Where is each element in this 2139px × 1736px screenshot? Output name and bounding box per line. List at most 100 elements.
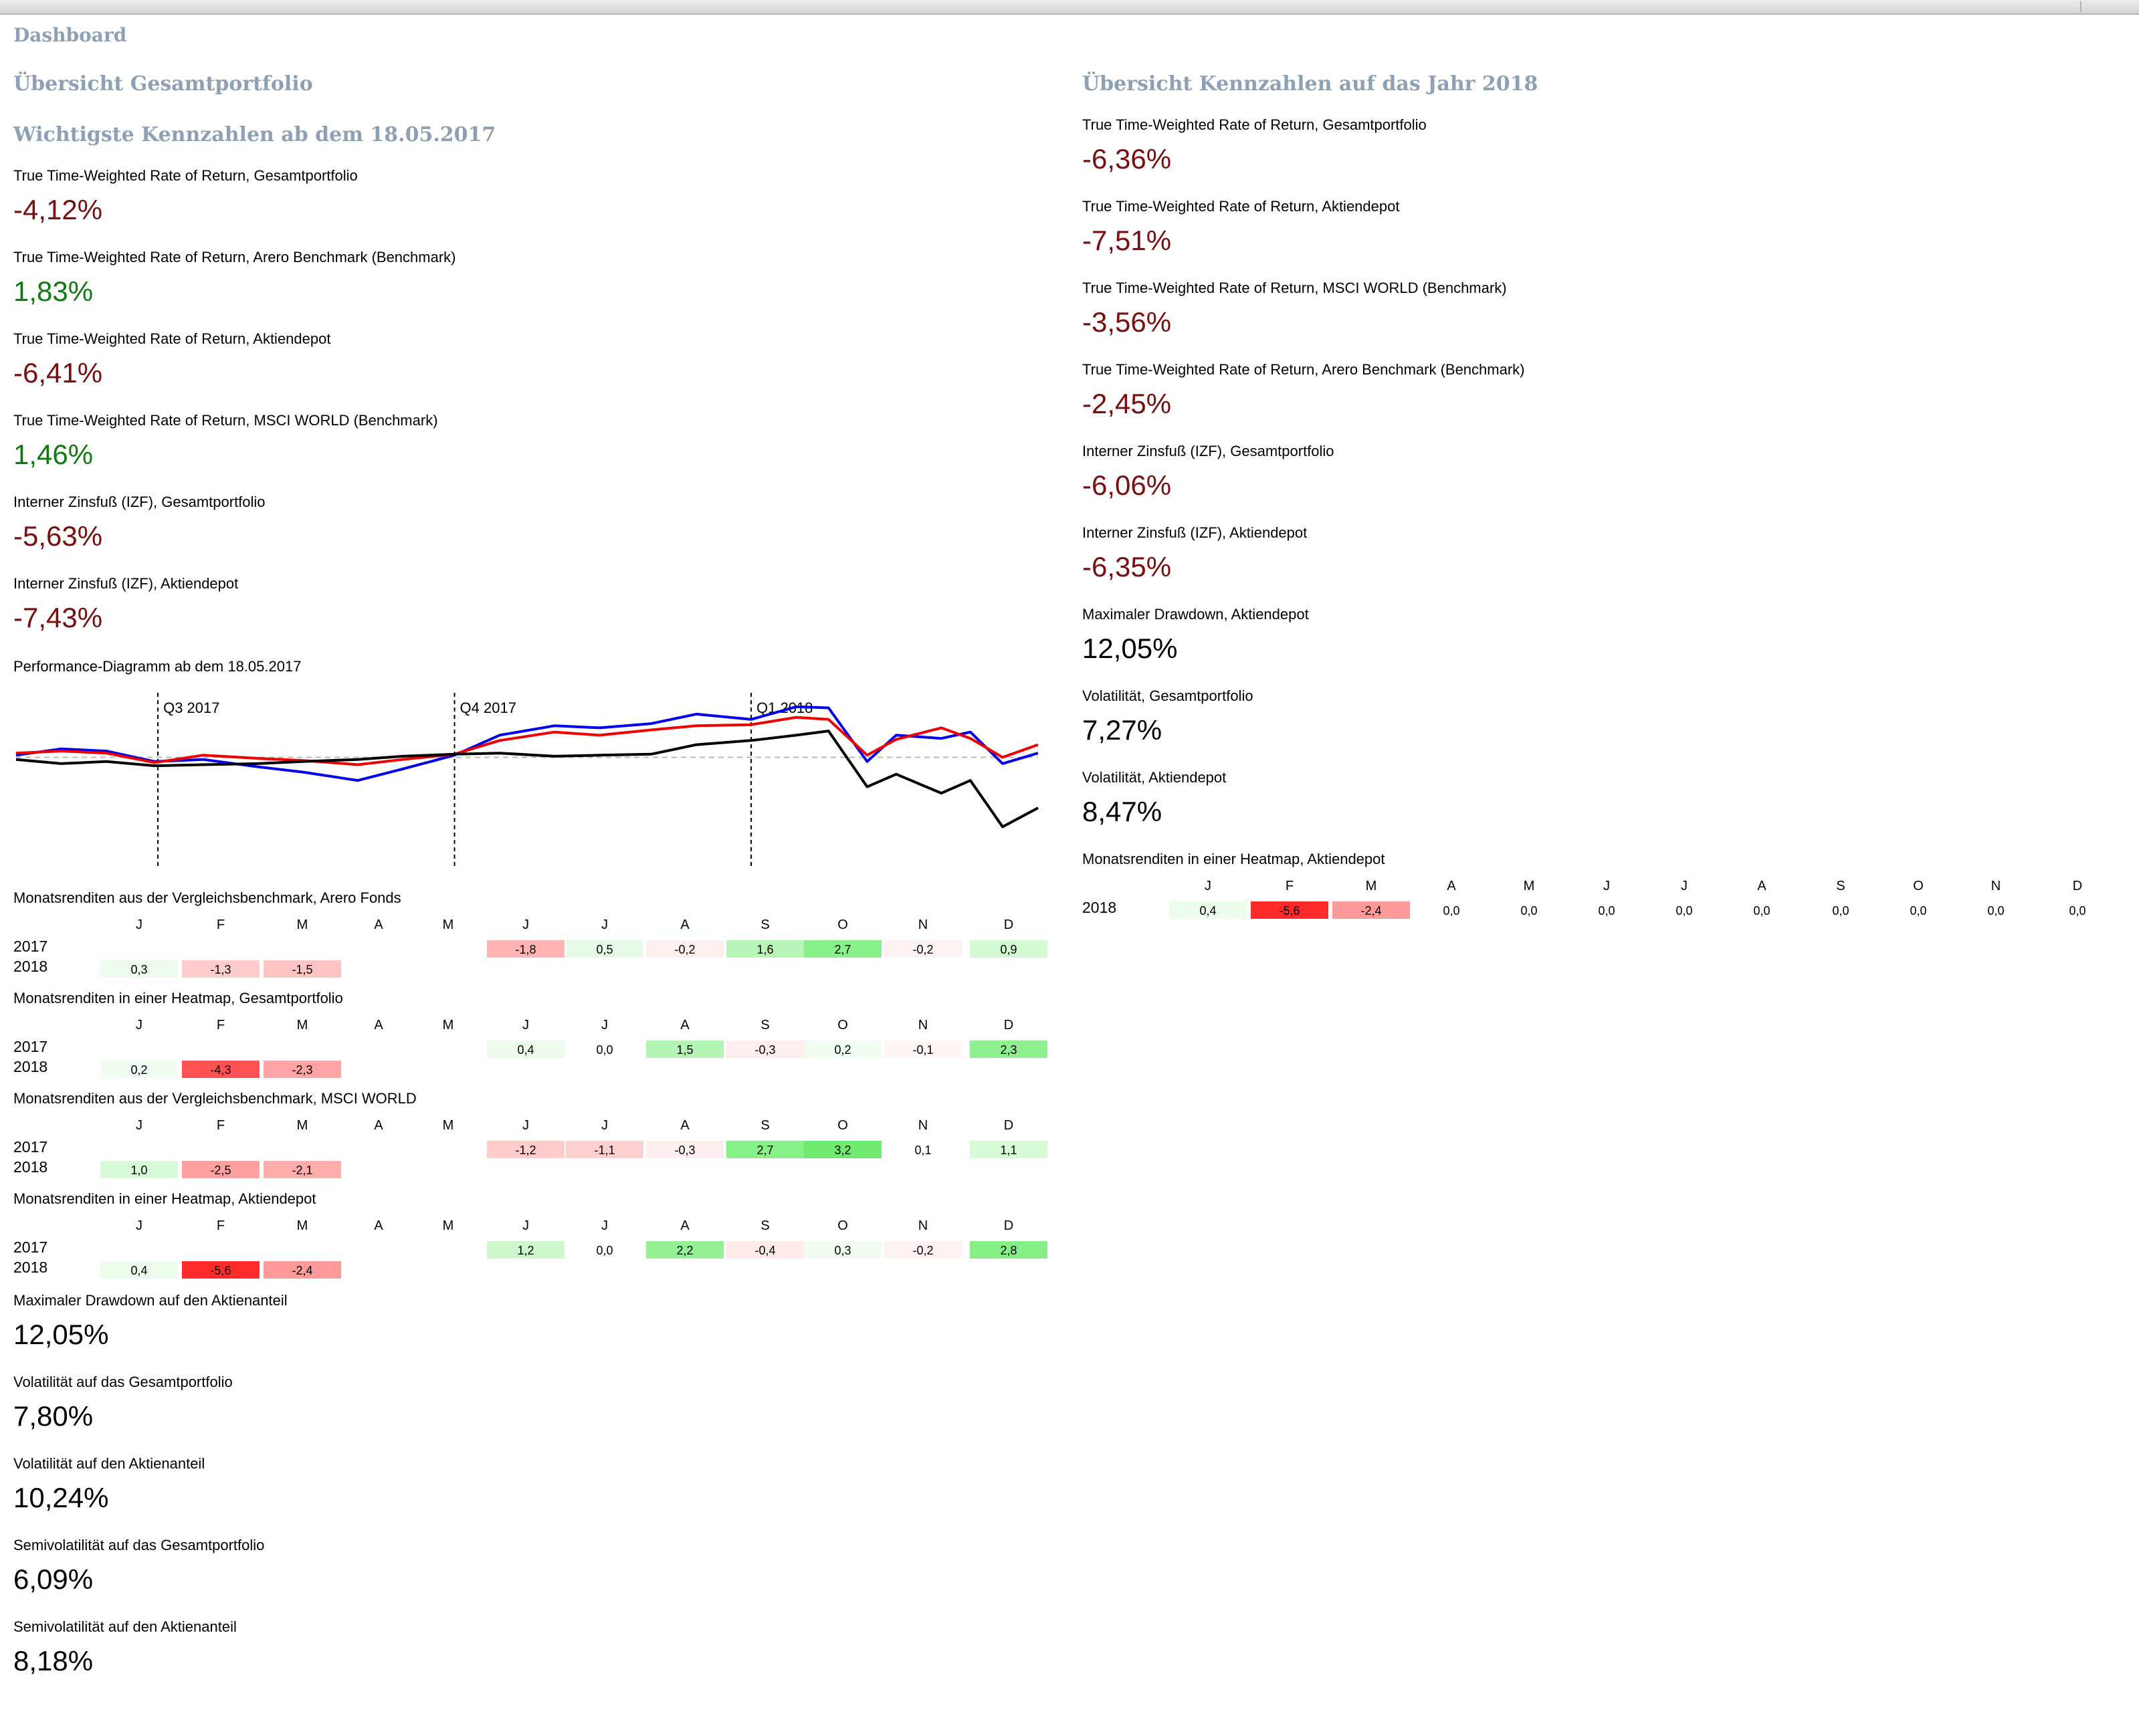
window-top-bar-handle xyxy=(2080,1,2139,12)
heatmap-month-header: S xyxy=(1836,879,1845,893)
left-subsection-title: Wichtigste Kennzahlen ab dem 18.05.2017 xyxy=(13,123,496,146)
kpi-value: 12,05% xyxy=(13,1319,109,1350)
heatmap-month-header: N xyxy=(918,1218,928,1233)
kpi-value: 7,27% xyxy=(1082,714,1162,746)
heatmap-year: 2017 xyxy=(13,1138,48,1156)
heatmap-month-header: A xyxy=(374,1218,383,1233)
heatmap-cell: 2,3 xyxy=(970,1041,1047,1058)
heatmap-month-header: S xyxy=(760,917,770,932)
chart-series-line xyxy=(15,705,1039,782)
kpi-label: True Time-Weighted Rate of Return, Gesam… xyxy=(13,167,358,184)
heatmap-month-header: M xyxy=(442,917,454,932)
kpi-value: 10,24% xyxy=(13,1482,109,1513)
kpi-label: Interner Zinsfuß (IZF), Gesamtportfolio xyxy=(1082,443,1334,459)
heatmap-month-header: J xyxy=(522,1218,529,1233)
heatmap-cell: 0,0 xyxy=(1910,904,1927,917)
heatmap-month-header: O xyxy=(1913,879,1924,893)
heatmap-month-header: D xyxy=(1003,1118,1014,1133)
kpi-value: -4,12% xyxy=(13,194,103,225)
kpi-label: True Time-Weighted Rate of Return, MSCI … xyxy=(13,412,438,429)
kpi-value: -6,35% xyxy=(1082,551,1172,582)
heatmap-cell: 0,0 xyxy=(1753,904,1770,917)
heatmap-cell: 0,0 xyxy=(1675,904,1693,917)
heatmap-title: Monatsrenditen in einer Heatmap, Gesamtp… xyxy=(13,990,343,1006)
heatmap-cell: -1,2 xyxy=(487,1141,565,1158)
heatmap-cell: 0,4 xyxy=(487,1041,565,1058)
heatmap-cell: 0,9 xyxy=(970,940,1047,958)
heatmap-month-header: M xyxy=(296,917,308,932)
kpi-value: 8,47% xyxy=(1082,796,1162,827)
heatmap-month-header: N xyxy=(918,1018,928,1033)
kpi-label: True Time-Weighted Rate of Return, Aktie… xyxy=(1082,198,1400,215)
heatmap-cell: 1,5 xyxy=(646,1041,724,1058)
heatmap-month-header: M xyxy=(296,1218,308,1233)
heatmap-cell: 0,0 xyxy=(1443,904,1460,917)
heatmap-month-header: O xyxy=(837,1218,848,1233)
heatmap-cell: -0,3 xyxy=(726,1041,804,1058)
heatmap-month-header: M xyxy=(442,1018,454,1033)
heatmap-month-header: F xyxy=(1285,879,1294,893)
heatmap-month-header: M xyxy=(1365,879,1377,893)
heatmap-month-header: J xyxy=(1205,879,1211,893)
heatmap-cell: 0,4 xyxy=(100,1261,178,1279)
heatmap-cell: -1,8 xyxy=(487,940,565,958)
heatmap-title: Monatsrenditen in einer Heatmap, Aktiend… xyxy=(1082,851,1385,867)
heatmap-cell: -4,3 xyxy=(182,1061,260,1078)
heatmap-cell: 0,0 xyxy=(1832,904,1849,917)
heatmap-cell: 2,2 xyxy=(646,1241,724,1259)
kpi-label: True Time-Weighted Rate of Return, Arero… xyxy=(13,249,456,265)
heatmap-cell: 1,0 xyxy=(100,1161,178,1178)
heatmap-month-header: J xyxy=(1681,879,1688,893)
heatmap-month-header: O xyxy=(837,1118,848,1133)
kpi-value: 7,80% xyxy=(13,1400,94,1432)
heatmap-month-header: S xyxy=(760,1018,770,1033)
kpi-label: Maximaler Drawdown auf den Aktienanteil xyxy=(13,1292,288,1309)
heatmap-month-header: J xyxy=(601,1118,608,1133)
heatmap-cell: -0,4 xyxy=(726,1241,804,1259)
heatmap-cell: -2,4 xyxy=(1332,901,1410,919)
kpi-value: 1,83% xyxy=(13,276,94,307)
heatmap-cell: 0,4 xyxy=(1169,901,1247,919)
heatmap-title: Monatsrenditen aus der Vergleichsbenchma… xyxy=(13,889,401,906)
chart-series-line xyxy=(15,716,1039,766)
kpi-label: Volatilität auf das Gesamtportfolio xyxy=(13,1374,233,1390)
heatmap-month-header: A xyxy=(680,917,690,932)
kpi-value: 8,18% xyxy=(13,1645,94,1676)
heatmap-year: 2018 xyxy=(1082,899,1117,916)
kpi-value: -6,41% xyxy=(13,357,103,389)
left-section-title: Übersicht Gesamtportfolio xyxy=(13,72,313,96)
heatmap-month-header: S xyxy=(760,1118,770,1133)
heatmap-cell: -5,6 xyxy=(182,1261,260,1279)
heatmap-month-header: A xyxy=(680,1018,690,1033)
heatmap-month-header: D xyxy=(2072,879,2083,893)
heatmap-cell: 0,2 xyxy=(804,1041,882,1058)
heatmap-month-header: F xyxy=(216,1018,225,1033)
heatmap-year: 2017 xyxy=(13,938,48,955)
heatmap-month-header: D xyxy=(1003,917,1014,932)
heatmap-title: Monatsrenditen in einer Heatmap, Aktiend… xyxy=(13,1190,316,1207)
heatmap-month-header: M xyxy=(1523,879,1535,893)
heatmap-cell: -2,4 xyxy=(264,1261,341,1279)
heatmap-month-header: D xyxy=(1003,1218,1014,1233)
kpi-label: Semivolatilität auf das Gesamtportfolio xyxy=(13,1537,265,1553)
heatmap-month-header: A xyxy=(680,1118,690,1133)
kpi-label: Volatilität, Gesamtportfolio xyxy=(1082,687,1253,704)
heatmap-month-header: J xyxy=(601,1018,608,1033)
kpi-label: Volatilität, Aktiendepot xyxy=(1082,769,1227,786)
heatmap-year: 2017 xyxy=(13,1038,48,1055)
kpi-label: Interner Zinsfuß (IZF), Gesamtportfolio xyxy=(13,494,266,510)
heatmap-month-header: J xyxy=(601,1218,608,1233)
kpi-label: True Time-Weighted Rate of Return, Gesam… xyxy=(1082,116,1427,133)
heatmap-month-header: N xyxy=(1991,879,2001,893)
heatmap-cell: 0,0 xyxy=(2069,904,2086,917)
heatmap-month-header: A xyxy=(374,917,383,932)
heatmap-month-header: S xyxy=(760,1218,770,1233)
kpi-value: 6,09% xyxy=(13,1563,94,1595)
heatmap-cell: 0,1 xyxy=(914,1144,932,1157)
heatmap-cell: 3,2 xyxy=(804,1141,882,1158)
kpi-label: True Time-Weighted Rate of Return, Arero… xyxy=(1082,361,1525,378)
heatmap-cell: -1,3 xyxy=(182,960,260,978)
kpi-value: -6,36% xyxy=(1082,143,1172,175)
heatmap-year: 2018 xyxy=(13,1058,48,1075)
heatmap-cell: -0,2 xyxy=(884,1241,962,1259)
